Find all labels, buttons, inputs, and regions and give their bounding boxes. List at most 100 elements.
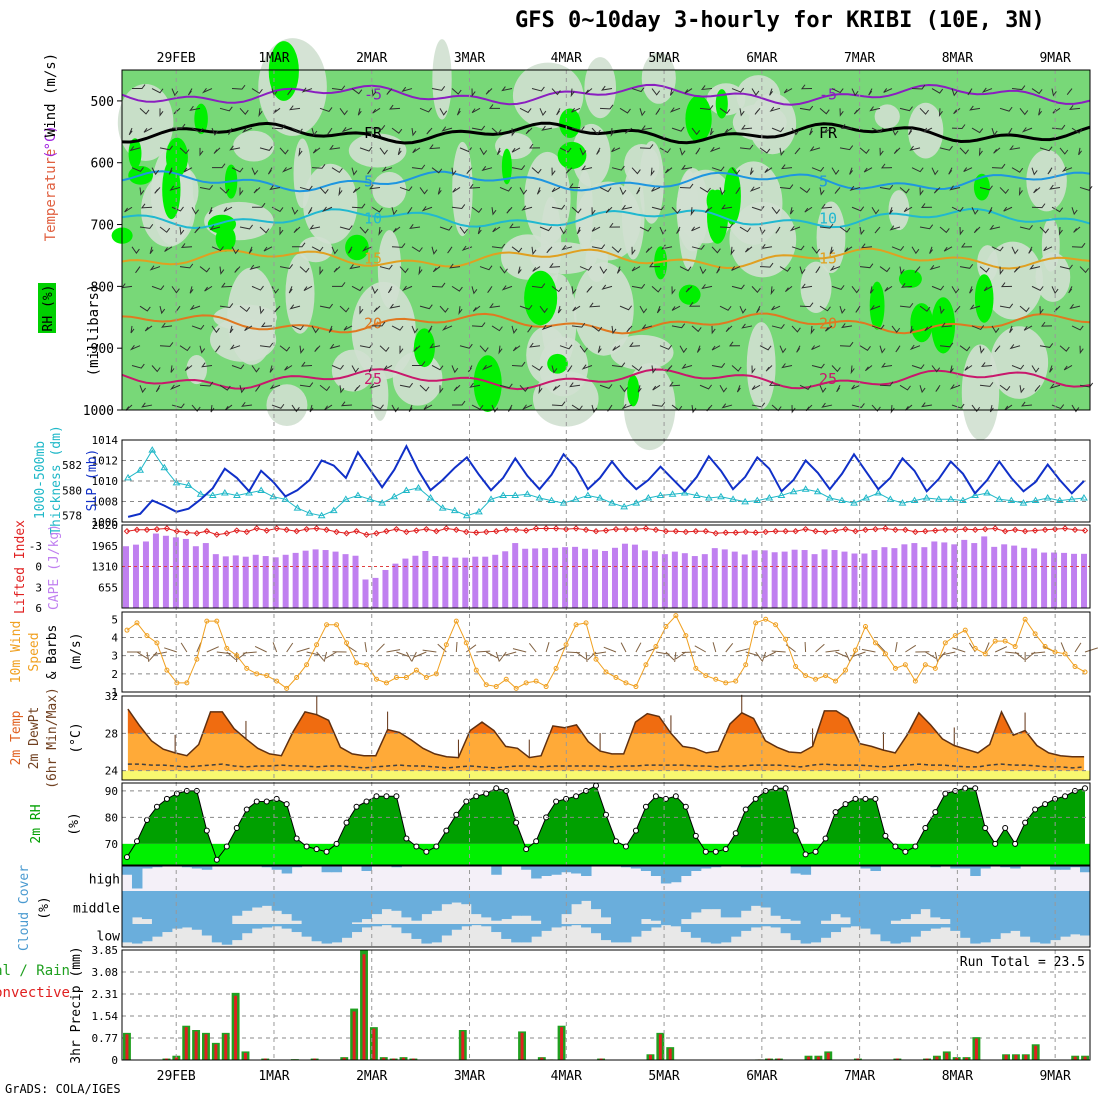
thickness-marker — [862, 494, 871, 501]
wind-barb-10m — [180, 642, 188, 653]
wind-speed-marker — [324, 622, 330, 628]
li-marker — [562, 525, 570, 533]
wind-barb — [695, 147, 701, 155]
cloud-middle-bar — [351, 891, 363, 923]
wind-barb — [299, 345, 305, 354]
cape-bar — [651, 551, 658, 608]
cloud-low-bar — [790, 924, 802, 941]
wind-barb — [1031, 167, 1038, 176]
cape-bar — [1031, 548, 1038, 608]
precip-convective-bar — [352, 1011, 356, 1060]
wind-barb — [849, 185, 861, 192]
wind-barb — [619, 107, 631, 114]
wind-barb — [351, 167, 358, 176]
wind-barb — [914, 266, 921, 273]
cloud-middle-bar — [720, 891, 732, 918]
wind-barb — [979, 266, 990, 273]
thickness-marker — [656, 491, 665, 499]
wind-barb — [488, 104, 501, 109]
wind-barb — [719, 305, 732, 311]
wind-barb — [825, 325, 833, 332]
cape-bar — [821, 549, 828, 608]
wind-barb — [451, 365, 459, 374]
wind-speed-marker — [214, 618, 220, 624]
cloud-low-bar — [800, 924, 812, 944]
wind-barb — [507, 404, 513, 412]
cloud-high-bar — [561, 866, 572, 873]
wind-barb — [219, 384, 231, 391]
wind-barb-10m — [226, 651, 237, 661]
wind-barb — [890, 405, 895, 414]
wind-barb — [652, 384, 661, 391]
rh-marker — [593, 782, 600, 789]
cape-bar — [542, 548, 549, 608]
wind-barb — [581, 364, 593, 370]
wind-barb — [779, 147, 785, 157]
wind-barb-10m — [495, 651, 500, 662]
wind-barb — [452, 400, 466, 406]
wind-barb — [413, 345, 421, 352]
wind-barb — [669, 381, 681, 387]
wind-barb — [751, 88, 760, 96]
cape-bar — [152, 533, 159, 608]
li-marker — [912, 528, 919, 536]
wind-barb — [759, 262, 774, 268]
cloud-low-bar — [271, 924, 283, 927]
wind-barb — [711, 325, 716, 335]
cloud-low-bar — [281, 924, 293, 929]
wind-barb — [331, 364, 344, 370]
rh-saturated-area — [128, 138, 142, 169]
wind-speed-marker — [383, 680, 389, 686]
wind-barb — [919, 107, 929, 115]
wind-barb-10m — [835, 651, 848, 658]
wind-barb — [1069, 105, 1081, 110]
wind-speed-marker — [982, 651, 988, 657]
wind-barb — [1038, 108, 1042, 116]
rh-dry-area — [800, 261, 832, 313]
wind-barb — [1039, 146, 1053, 152]
cloud-middle-bar — [381, 891, 392, 910]
wind-speed-marker — [623, 680, 629, 686]
wind-barb — [339, 225, 353, 231]
cape-bar — [811, 554, 818, 608]
cloud-middle-bar — [830, 891, 842, 915]
wind-barb — [785, 285, 793, 293]
cloud-high-bar — [620, 866, 632, 868]
wind-barb — [271, 124, 286, 130]
thickness-marker — [777, 491, 786, 499]
wind-barb — [859, 263, 874, 269]
thickness-marker — [462, 511, 471, 519]
wind-barb — [411, 246, 423, 253]
date-label-top: 4MAR — [551, 51, 582, 66]
rh-saturated-area — [973, 173, 990, 201]
wind-barb — [829, 265, 841, 271]
contour-label: FR — [819, 124, 838, 142]
wind-barb — [611, 165, 625, 171]
precip-convective-bar — [658, 1034, 662, 1060]
rh-marker — [802, 851, 809, 858]
wind-axis-label-3: & Barbs — [45, 625, 60, 680]
wind-barb — [128, 127, 133, 136]
wind-barb-10m — [414, 651, 427, 658]
date-label-bottom: 4MAR — [551, 1069, 582, 1084]
wind-barb — [671, 206, 681, 214]
wind-barb — [1019, 225, 1033, 230]
wind-speed-marker — [872, 640, 878, 646]
rh-saturated-area — [678, 284, 701, 305]
thickness-marker — [281, 495, 290, 502]
wind-barb — [567, 365, 573, 373]
wind-barb — [491, 127, 502, 135]
wind-speed-marker — [124, 627, 130, 633]
cloud-low-bar — [521, 924, 532, 943]
cape-bar — [871, 550, 878, 608]
wind-barb — [551, 401, 566, 407]
wind-barb — [821, 402, 833, 408]
cape-bar — [512, 543, 519, 608]
wind-barb — [372, 107, 381, 114]
rh-marker — [792, 827, 799, 834]
wind-barb — [239, 224, 253, 230]
rh-saturated-area — [345, 234, 369, 261]
cloud-middle-bar — [850, 891, 861, 924]
date-label-top: 2MAR — [356, 51, 387, 66]
cloud-middle-bar — [780, 891, 792, 920]
